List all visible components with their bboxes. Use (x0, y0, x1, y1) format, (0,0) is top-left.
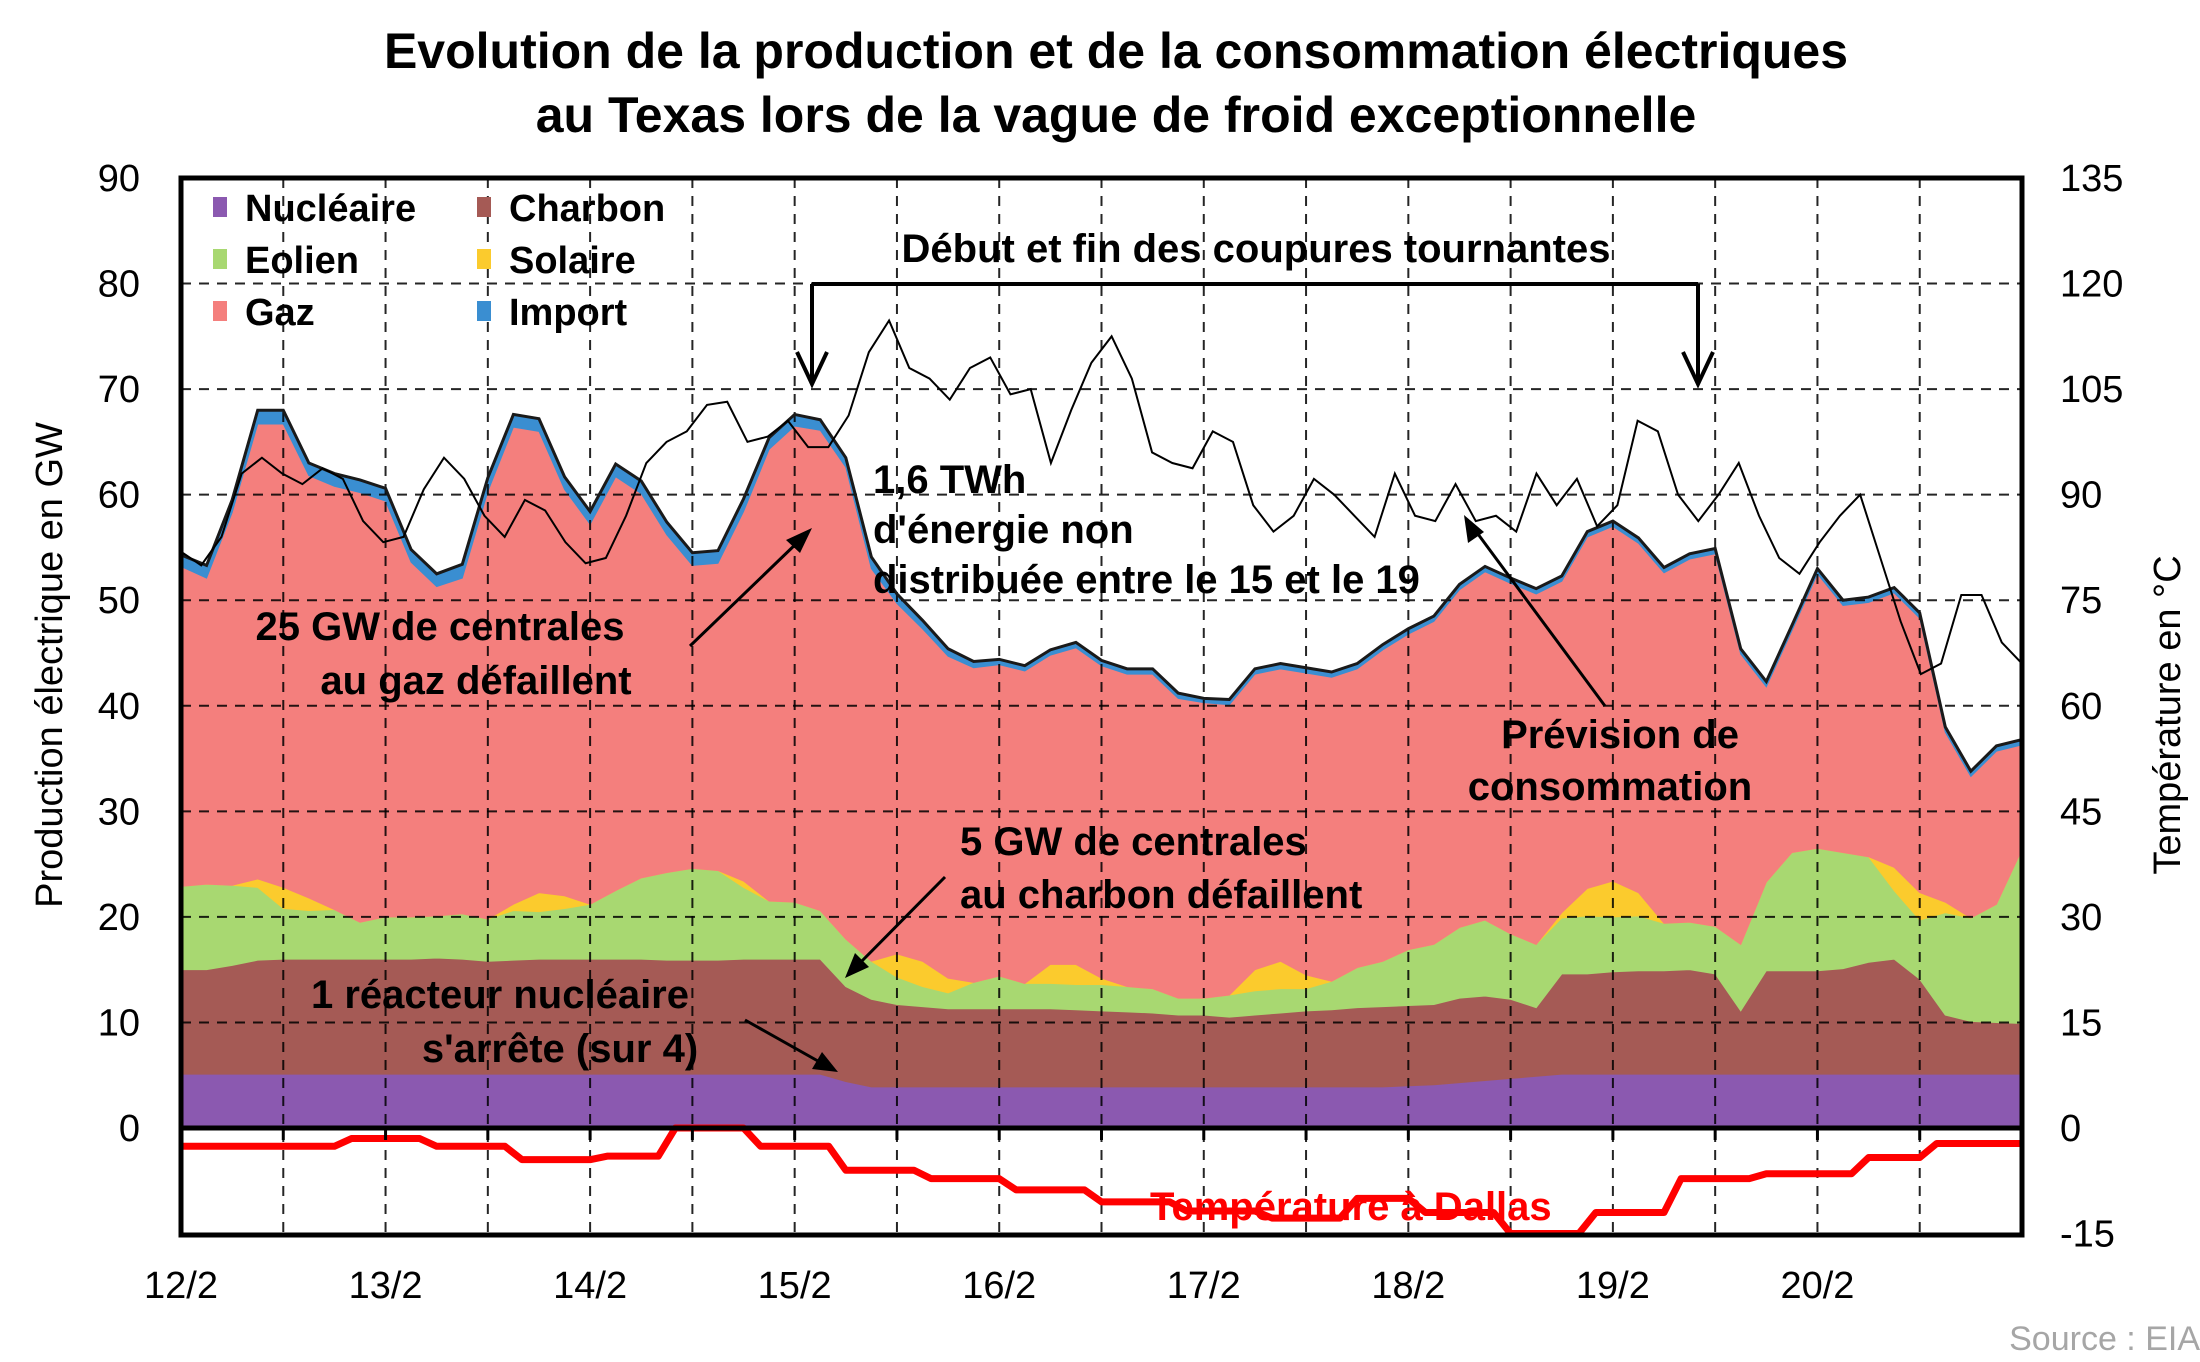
legend-swatch (477, 249, 491, 269)
production-total-line (180, 408, 2023, 774)
legend-item-solaire: Solaire (477, 240, 636, 282)
arrow-forecast (1464, 515, 1607, 707)
outage-start-arrowhead (795, 351, 829, 389)
y2-tick-label: -15 (2060, 1214, 2115, 1256)
gridlines (181, 178, 2022, 1235)
annotation-forecast-1: Prévision de (1501, 713, 1739, 757)
x-tick-label: 18/2 (1371, 1265, 1445, 1307)
series-lines (180, 318, 2023, 1238)
legend-item-charbon: Charbon (477, 188, 665, 230)
x-tick-label: 16/2 (962, 1265, 1036, 1307)
chart-title: Evolution de la production et de la cons… (384, 23, 1848, 143)
legend-swatch (213, 301, 227, 321)
plot-frame (178, 175, 2025, 1238)
legend-label: Charbon (509, 188, 665, 230)
annotation-temperature: Température à Dallas (1150, 1185, 1552, 1229)
title-line-1: Evolution de la production et de la cons… (384, 23, 1848, 79)
plot-border (178, 175, 2025, 1238)
legend-item-import: Import (477, 292, 628, 334)
x-tick-label: 19/2 (1576, 1265, 1650, 1307)
outage-end-arrowhead (1681, 351, 1715, 389)
y2-tick-label: 75 (2060, 580, 2102, 622)
demand-forecast-line (180, 318, 2023, 676)
y-tick-label: 0 (119, 1108, 140, 1150)
y-axis-ticks: 90 80 70 60 50 40 30 20 10 0 (98, 158, 140, 1150)
legend-swatch (477, 197, 491, 217)
outage-bracket (810, 282, 1700, 382)
y2-tick-label: 15 (2060, 1002, 2102, 1044)
annotation-gas-fail-2: au gaz défaillent (320, 659, 631, 703)
legend-swatch (213, 249, 227, 269)
y-tick-label: 70 (98, 369, 140, 411)
y2-tick-label: 120 (2060, 264, 2123, 306)
legend-label: Eolien (245, 240, 359, 282)
annotation-nuclear-2: s'arrête (sur 4) (422, 1027, 698, 1071)
y-tick-label: 20 (98, 897, 140, 939)
x-tick-label: 13/2 (349, 1265, 423, 1307)
legend-item-eolien: Eolien (213, 240, 359, 282)
legend-swatch (477, 301, 491, 321)
stacked-areas (180, 409, 2023, 1129)
y2-axis-title: Température en °C (2147, 555, 2189, 874)
y2-tick-label: 0 (2060, 1108, 2081, 1150)
annotation-coal-fail-1: 5 GW de centrales (960, 820, 1307, 864)
legend-item-nuclaire: Nucléaire (213, 188, 416, 230)
y-tick-label: 40 (98, 686, 140, 728)
legend-label: Gaz (245, 292, 315, 334)
x-tick-label: 14/2 (553, 1265, 627, 1307)
y-tick-label: 60 (98, 475, 140, 517)
annotation-undistributed-2: d'énergie non (873, 508, 1134, 552)
y2-tick-label: 45 (2060, 791, 2102, 833)
x-tick-label: 20/2 (1780, 1265, 1854, 1307)
y2-tick-label: 135 (2060, 158, 2123, 200)
x-axis-ticks: 12/2 13/2 14/2 15/2 16/2 17/2 18/2 19/2 20/2 (144, 1265, 1854, 1307)
annotation-undistributed-3: distribuée entre le 15 et le 19 (873, 558, 1420, 602)
annotation-forecast-2: consommation (1468, 765, 1752, 809)
legend-item-gaz: Gaz (213, 292, 315, 334)
y2-tick-label: 30 (2060, 897, 2102, 939)
y-tick-label: 90 (98, 158, 140, 200)
arrow-gas (688, 528, 812, 648)
legend-label: Solaire (509, 240, 636, 282)
legend-label: Import (509, 292, 628, 334)
arrow-coal (845, 875, 947, 978)
legend-swatch (213, 197, 227, 217)
title-line-2: au Texas lors de la vague de froid excep… (536, 87, 1697, 143)
annotations: Début et fin des coupures tournantes 1,6… (255, 227, 1752, 1229)
y2-axis-ticks: 135 120 105 90 75 60 45 30 15 0 -15 (2060, 158, 2123, 1256)
y2-tick-label: 105 (2060, 369, 2123, 411)
y2-tick-label: 60 (2060, 686, 2102, 728)
y-tick-label: 30 (98, 791, 140, 833)
x-tick-label: 15/2 (758, 1265, 832, 1307)
y-axis-title: Production électrique en GW (29, 422, 71, 908)
annotation-coal-fail-2: au charbon défaillent (960, 873, 1362, 917)
y-tick-label: 10 (98, 1002, 140, 1044)
annotation-nuclear-1: 1 réacteur nucléaire (311, 973, 689, 1017)
x-tick-label: 17/2 (1167, 1265, 1241, 1307)
annotation-outages: Début et fin des coupures tournantes (902, 227, 1611, 271)
x-tick-label: 12/2 (144, 1265, 218, 1307)
y-tick-label: 80 (98, 264, 140, 306)
temperature-line (181, 1124, 2022, 1238)
arrow-nuclear (744, 1018, 838, 1072)
annotation-gas-fail-1: 25 GW de centrales (255, 605, 624, 649)
y2-tick-label: 90 (2060, 475, 2102, 517)
y-tick-label: 50 (98, 580, 140, 622)
source-label: Source : EIA (2009, 1320, 2200, 1358)
legend-label: Nucléaire (245, 188, 416, 230)
annotation-undistributed-1: 1,6 TWh (873, 458, 1026, 502)
legend: Nucléaire Charbon Eolien Solaire Gaz Import (213, 188, 665, 334)
